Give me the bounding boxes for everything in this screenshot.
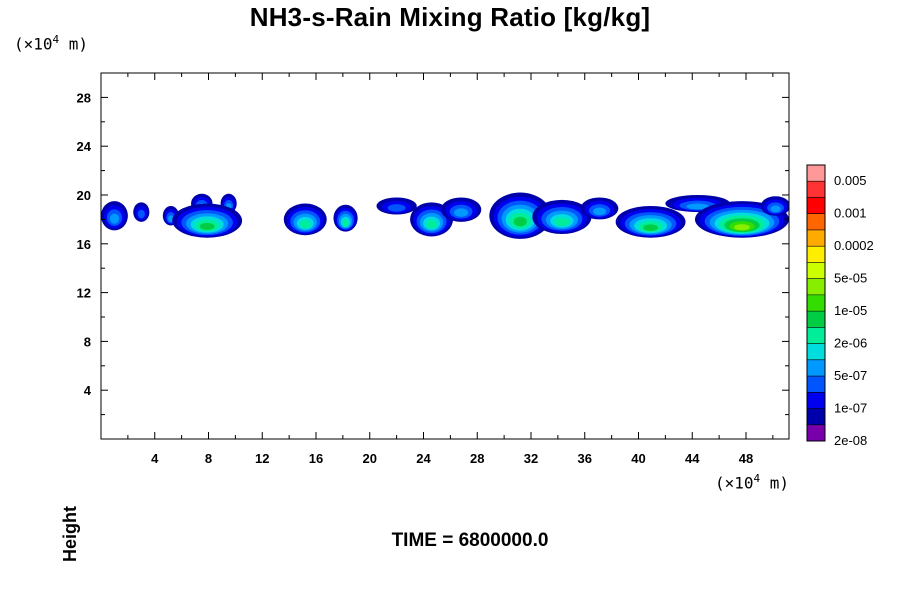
x-axis-unit: (×104 m): [715, 472, 789, 492]
colorbar-label: 2e-08: [834, 433, 867, 448]
contour-level: [300, 220, 311, 229]
colorbar-swatch: [807, 392, 825, 410]
x-unit-tail: m): [760, 473, 790, 493]
x-tick-label: 40: [631, 451, 645, 466]
contour-level: [686, 203, 709, 210]
contour-level: [109, 213, 120, 224]
y-tick-label: 4: [84, 383, 92, 398]
contour-level: [734, 224, 750, 231]
contour-level: [513, 216, 527, 227]
y-tick-label: 8: [84, 334, 91, 349]
contour-level: [426, 220, 437, 229]
y-tick-label: 16: [77, 237, 91, 252]
contour-level: [454, 208, 469, 217]
colorbar-swatch: [807, 197, 825, 215]
x-tick-label: 48: [739, 451, 753, 466]
colorbar-swatch: [807, 424, 825, 442]
x-tick-label: 44: [685, 451, 700, 466]
colorbar-swatch: [807, 359, 825, 377]
field-cell: [440, 197, 482, 222]
contour-level: [554, 217, 570, 226]
colorbar-swatch: [807, 213, 825, 231]
field-cell: [532, 199, 592, 235]
colorbar-swatch: [807, 262, 825, 280]
colorbar-swatch: [807, 246, 825, 263]
colorbar-swatch: [807, 376, 825, 393]
field-cell: [580, 197, 619, 220]
colorbar-swatch: [807, 278, 825, 296]
colorbar-label: 5e-05: [834, 271, 867, 286]
field-cell: [410, 202, 454, 237]
x-tick-label: 16: [309, 451, 323, 466]
y-axis: 4 8 12 16 20 24 28: [77, 90, 789, 416]
colorbar: 0.005 0.001 0.0002 5e-05 1e-05 2e-06 5e-07 1e-0…: [806, 164, 874, 448]
colorbar-frame: [806, 164, 826, 442]
x-tick-label: 4: [151, 451, 159, 466]
y-tick-label: 28: [77, 90, 91, 105]
colorbar-label: 5e-07: [834, 368, 867, 383]
y-tick-label: 12: [77, 286, 91, 301]
field-cell: [489, 192, 552, 239]
time-label: TIME = 6800000.0: [391, 530, 549, 551]
colorbar-swatch: [807, 165, 825, 182]
contour-level: [592, 207, 607, 216]
colorbar-label: 1e-05: [834, 303, 867, 318]
contour-level: [643, 224, 658, 232]
x-unit-base: (×10: [715, 473, 754, 493]
y-unit-base: (×10: [14, 34, 53, 54]
colorbar-swatch: [807, 327, 825, 345]
y-tick-label: 20: [77, 188, 91, 203]
contour-level: [770, 205, 781, 213]
chart-title: NH3-s-Rain Mixing Ratio [kg/kg]: [249, 2, 651, 32]
colorbar-label: 0.001: [834, 206, 867, 221]
colorbar-swatch: [807, 181, 825, 198]
colorbar-label: 2e-06: [834, 336, 867, 351]
colorbar-label: 1e-07: [834, 401, 867, 416]
x-tick-label: 28: [470, 451, 484, 466]
field-cell: [333, 204, 358, 232]
contour-level: [199, 222, 215, 231]
x-tick-label: 24: [416, 451, 431, 466]
field-cell: [133, 202, 150, 222]
field-cell: [694, 201, 789, 238]
field-cell: [760, 196, 789, 216]
plot-frame: [100, 72, 790, 440]
colorbar-swatch: [807, 311, 825, 328]
y-unit-exponent: 4: [52, 33, 60, 46]
colorbar-swatch: [807, 408, 825, 426]
field-cell: [172, 203, 243, 238]
colorbar-label: 0.0002: [834, 238, 874, 253]
colorbar-label: 0.005: [834, 173, 867, 188]
colorbar-swatch: [807, 229, 825, 247]
field-cell: [615, 205, 686, 238]
field-cell: [376, 197, 417, 215]
field-cell: [283, 203, 327, 236]
contour-level: [137, 209, 145, 219]
x-tick-label: 20: [363, 451, 377, 466]
contour-level: [387, 204, 406, 212]
colorbar-swatch: [807, 343, 825, 361]
field-cell: [101, 201, 128, 231]
x-tick-label: 12: [255, 451, 269, 466]
y-tick-label: 24: [77, 139, 92, 154]
contour-level: [342, 219, 349, 227]
field-contours: [101, 192, 789, 239]
x-tick-label: 32: [524, 451, 538, 466]
x-tick-label: 36: [578, 451, 592, 466]
y-unit-tail: m): [59, 34, 89, 54]
colorbar-swatch: [807, 294, 825, 312]
y-axis-unit: (×104 m): [14, 33, 88, 53]
x-tick-label: 8: [205, 451, 212, 466]
x-unit-exponent: 4: [753, 472, 761, 485]
x-axis: 4 8 12 16 20 24 28 32 36 40 44 48: [127, 73, 774, 466]
